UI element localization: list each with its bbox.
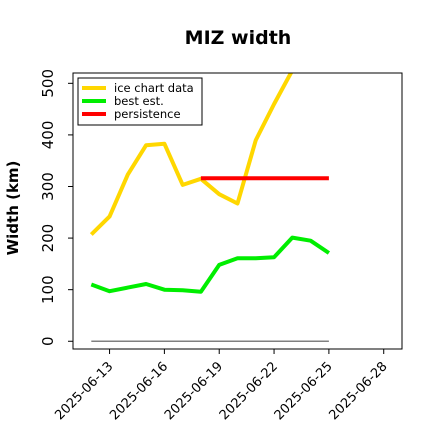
y-tick-label-300: 300: [39, 172, 57, 201]
x-tick-label-2025-06-28: 2025-06-28: [327, 359, 391, 423]
chart-title: MIZ width: [185, 27, 292, 49]
series-line-best-est: [90, 235, 331, 294]
x-tick-label-2025-06-25: 2025-06-25: [272, 359, 336, 423]
y-axis-label: Width (km): [4, 161, 22, 256]
y-tick-label-500: 500: [39, 69, 57, 98]
plot-lines: [89, 73, 331, 343]
legend-label-persistence: persistence: [114, 107, 181, 121]
plot-frame: [72, 72, 403, 350]
y-tick-label-400: 400: [39, 121, 57, 150]
x-axis: 2025-06-132025-06-162025-06-192025-06-22…: [52, 349, 391, 423]
legend-label-ice-chart-data: ice chart data: [114, 81, 194, 95]
y-tick-label-100: 100: [39, 275, 57, 304]
y-tick-label-200: 200: [39, 224, 57, 253]
y-tick-label-0: 0: [39, 336, 57, 346]
x-tick-label-2025-06-16: 2025-06-16: [107, 359, 171, 423]
legend-label-best-est: best est.: [114, 94, 164, 108]
y-axis: 0 100 200 300 400 500: [39, 69, 73, 346]
series-line-ice-chart-data: [89, 73, 294, 236]
